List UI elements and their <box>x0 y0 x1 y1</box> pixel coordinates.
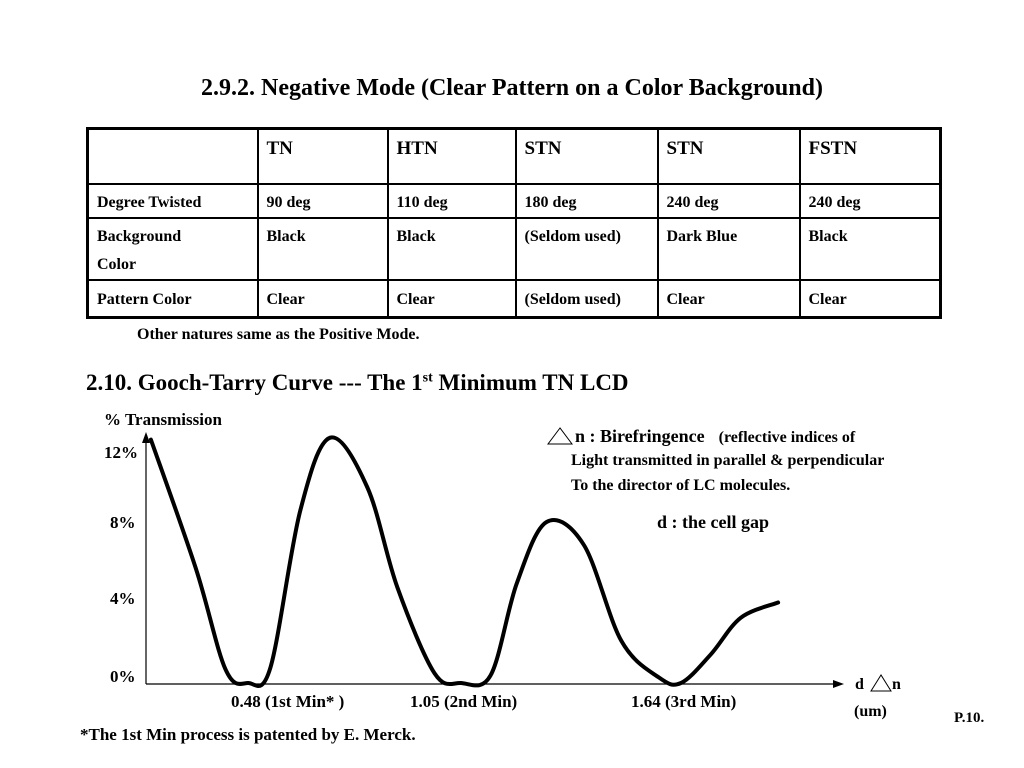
lcd-mode-table: TN HTN STN STN FSTN Degree Twisted 90 de… <box>86 127 942 319</box>
table-row: Degree Twisted 90 deg 110 deg 180 deg 24… <box>86 183 942 219</box>
table-row: Pattern Color Clear Clear (Seldom used) … <box>86 279 942 319</box>
table-header-stn-180: STN <box>514 127 659 185</box>
x-axis-label-n: n <box>892 676 901 693</box>
y-axis-arrow <box>142 432 150 443</box>
table-header-htn: HTN <box>386 127 517 185</box>
x-axis-arrow <box>833 680 844 688</box>
section-title-sup: st <box>422 370 433 386</box>
y-tick-label: 4% <box>110 589 136 608</box>
row-label-line: Background <box>97 228 182 245</box>
table-cell: Clear <box>256 279 389 319</box>
section-title-prefix: 2.10. Gooch-Tarry Curve --- The 1 <box>86 370 423 395</box>
legend-n-label: n : Birefringence <box>575 426 705 446</box>
legend-n-note: (reflective indices of <box>718 429 856 446</box>
table-cell: Clear <box>656 279 801 319</box>
table-header-stn-240: STN <box>656 127 801 185</box>
row-label-degree-twisted: Degree Twisted <box>86 183 259 219</box>
table-cell: 240 deg <box>656 183 801 219</box>
legend-line: Light transmitted in parallel & perpendi… <box>571 452 885 469</box>
legend-birefringence: n : Birefringence (reflective indices of <box>575 426 855 447</box>
table-note: Other natures same as the Positive Mode. <box>137 326 420 343</box>
table-cell: 180 deg <box>514 183 659 219</box>
table-cell: 90 deg <box>256 183 389 219</box>
table-header-fstn: FSTN <box>798 127 942 185</box>
table-cell: Black <box>256 217 389 281</box>
table-cell: Clear <box>798 279 942 319</box>
table-cell: 110 deg <box>386 183 517 219</box>
table-cell: (Seldom used) <box>514 279 659 319</box>
table-cell: Black <box>386 217 517 281</box>
page-title: 2.9.2. Negative Mode (Clear Pattern on a… <box>201 75 823 101</box>
section-title-suffix: Minimum TN LCD <box>432 370 629 395</box>
delta-icon <box>870 674 892 692</box>
y-tick-label: 0% <box>110 667 136 686</box>
row-label-background-color: Background Color <box>86 217 259 281</box>
page-number: P.10. <box>954 710 985 726</box>
table-cell: Black <box>798 217 942 281</box>
x-tick-label: 1.05 (2nd Min) <box>410 692 518 711</box>
x-axis-unit: (um) <box>854 703 887 720</box>
row-label-pattern-color: Pattern Color <box>86 279 259 319</box>
table-row: Background Color Black Black (Seldom used… <box>86 217 942 281</box>
table-cell: 240 deg <box>798 183 942 219</box>
y-axis-label: % Transmission <box>104 410 222 429</box>
section-title: 2.10. Gooch-Tarry Curve --- The 1st Mini… <box>86 370 629 396</box>
table-header-tn: TN <box>256 127 389 185</box>
delta-icon <box>547 427 573 445</box>
y-tick-label: 12% <box>104 443 138 462</box>
x-axis-label-d: d <box>855 676 864 693</box>
legend-line: To the director of LC molecules. <box>571 477 791 494</box>
x-tick-label: 1.64 (3rd Min) <box>631 692 737 711</box>
table-header-empty <box>86 127 259 185</box>
table-cell: Clear <box>386 279 517 319</box>
y-tick-label: 8% <box>110 513 136 532</box>
footnote: *The 1st Min process is patented by E. M… <box>80 725 416 744</box>
transmission-curve <box>148 435 781 688</box>
table-cell: (Seldom used) <box>514 217 659 281</box>
legend-cell-gap: d : the cell gap <box>657 512 769 532</box>
x-tick-label: 0.48 (1st Min* ) <box>231 692 345 711</box>
table-cell: Dark Blue <box>656 217 801 281</box>
row-label-line: Color <box>97 256 137 273</box>
